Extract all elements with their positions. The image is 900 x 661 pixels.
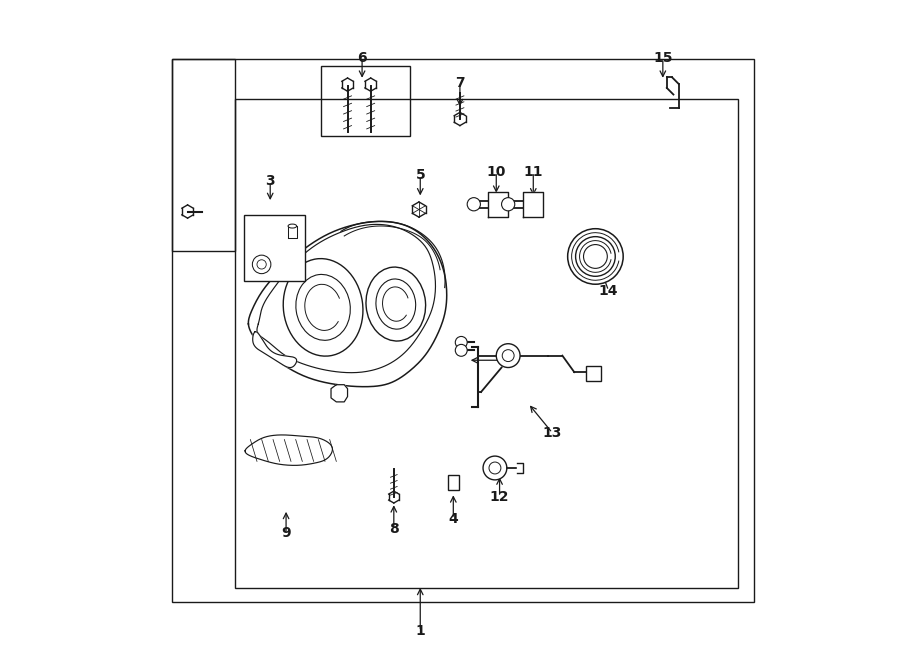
- Bar: [448, 475, 459, 490]
- Polygon shape: [248, 221, 446, 387]
- Circle shape: [583, 245, 608, 268]
- Text: 3: 3: [266, 174, 275, 188]
- Circle shape: [252, 255, 271, 274]
- Circle shape: [257, 260, 266, 269]
- Bar: [235, 99, 737, 588]
- Text: 8: 8: [389, 522, 399, 536]
- Circle shape: [455, 336, 467, 348]
- Text: 7: 7: [455, 76, 464, 91]
- Text: 14: 14: [598, 284, 618, 298]
- Bar: [173, 59, 754, 602]
- Text: 10: 10: [487, 165, 506, 179]
- Circle shape: [489, 462, 501, 474]
- Text: 15: 15: [653, 51, 672, 65]
- Polygon shape: [523, 192, 543, 217]
- Text: 4: 4: [448, 512, 458, 526]
- Text: 6: 6: [357, 51, 367, 65]
- Ellipse shape: [366, 267, 426, 341]
- Polygon shape: [245, 435, 332, 465]
- Bar: [586, 366, 600, 381]
- Circle shape: [496, 344, 520, 368]
- Text: 5: 5: [416, 168, 425, 182]
- Circle shape: [502, 350, 514, 362]
- Circle shape: [576, 237, 616, 276]
- Circle shape: [467, 198, 481, 211]
- Polygon shape: [517, 463, 523, 473]
- Circle shape: [455, 344, 467, 356]
- Circle shape: [501, 198, 515, 211]
- Polygon shape: [489, 192, 508, 217]
- Text: 12: 12: [490, 490, 509, 504]
- Bar: [321, 66, 410, 136]
- Bar: [173, 59, 235, 251]
- Bar: [244, 215, 304, 281]
- Text: 1: 1: [416, 624, 425, 639]
- Text: 11: 11: [524, 165, 543, 179]
- Text: 2: 2: [501, 353, 511, 368]
- Text: 13: 13: [543, 426, 562, 440]
- Text: 9: 9: [282, 526, 291, 541]
- Polygon shape: [288, 226, 297, 238]
- Ellipse shape: [376, 279, 416, 329]
- Circle shape: [568, 229, 623, 284]
- Circle shape: [483, 456, 507, 480]
- Ellipse shape: [288, 224, 297, 228]
- Ellipse shape: [284, 258, 363, 356]
- Polygon shape: [331, 385, 347, 402]
- Ellipse shape: [296, 274, 350, 340]
- Polygon shape: [253, 332, 297, 368]
